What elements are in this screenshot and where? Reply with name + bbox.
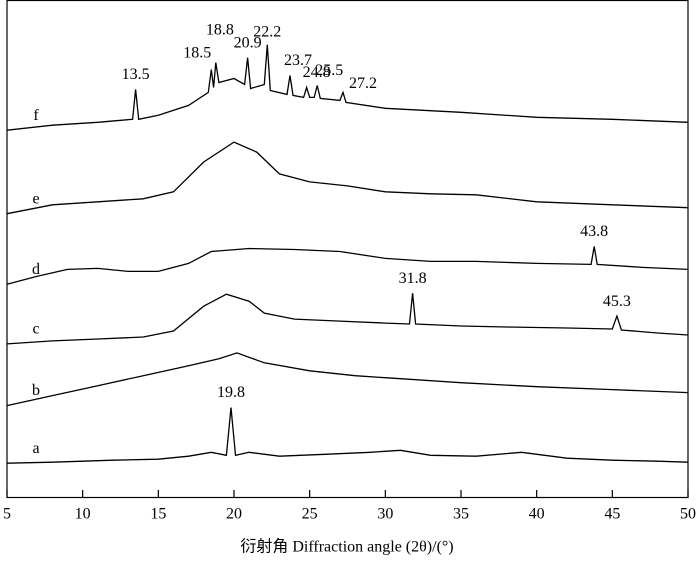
x-tick-label: 20 <box>226 506 242 523</box>
series-label: c <box>32 321 39 338</box>
x-tick-label: 45 <box>604 506 620 523</box>
x-tick-label: 15 <box>150 506 166 523</box>
x-tick-label: 50 <box>680 506 696 523</box>
peak-label: 25.5 <box>315 62 343 79</box>
peak-label: 23.7 <box>284 52 312 69</box>
peak-label: 27.2 <box>349 75 377 92</box>
peak-label: 13.5 <box>122 66 150 83</box>
series-line <box>6 44 689 131</box>
x-axis-title: 衍射角 Diffraction angle (2θ)/(°) <box>240 538 453 556</box>
x-tick-label: 40 <box>529 506 545 523</box>
peak-label: 24.8 <box>303 64 331 81</box>
series-line <box>6 246 689 285</box>
peak-label: 22.2 <box>253 23 281 40</box>
series-line <box>6 141 689 215</box>
plot-frame <box>6 0 689 499</box>
x-tick-label: 25 <box>302 506 318 523</box>
series-line <box>6 352 689 407</box>
peak-label: 43.8 <box>580 223 608 240</box>
peak-label: 18.5 <box>183 44 211 61</box>
peak-label: 18.8 <box>206 21 234 38</box>
peak-label: 31.8 <box>399 270 427 287</box>
peak-label: 45.3 <box>603 293 631 310</box>
peak-label: 19.8 <box>217 384 245 401</box>
x-tick-label: 10 <box>75 506 91 523</box>
x-tick-label: 5 <box>3 506 11 523</box>
series-line <box>6 293 689 345</box>
x-tick-label: 35 <box>453 506 469 523</box>
series-label: e <box>32 190 39 207</box>
x-tick-label: 30 <box>377 506 393 523</box>
series-label: a <box>32 440 39 457</box>
series-label: f <box>33 107 39 124</box>
series-line <box>6 407 689 464</box>
peak-label: 20.9 <box>234 34 262 51</box>
series-label: d <box>32 261 40 278</box>
series-label: b <box>32 382 40 399</box>
